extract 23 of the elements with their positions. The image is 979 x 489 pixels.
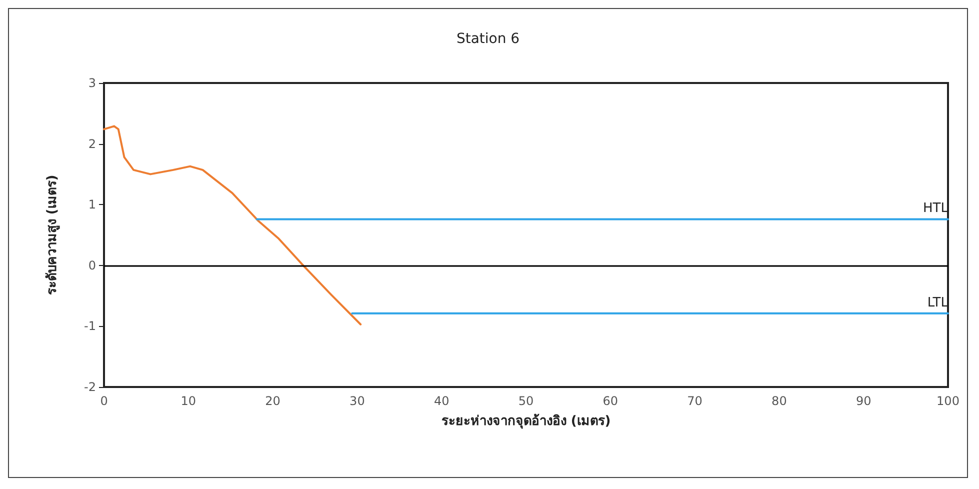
x-tick-label: 90 [856,394,872,408]
x-tick-label: 50 [518,394,534,408]
y-axis-title: ระดับความสูง (เมตร) [45,174,60,296]
series-label: LTL [927,295,949,310]
y-tick-label: 3 [88,76,96,90]
x-tick-label: 70 [687,394,702,408]
y-tick-label: 2 [88,136,96,151]
series-label: HTL [923,201,949,216]
y-tick-label: 0 [88,258,96,272]
x-tick-label: 80 [772,394,787,408]
x-tick-label: 0 [100,394,108,408]
y-tick-label: -2 [84,380,96,394]
x-axis-title: ระยะห่างจากจุดอ้างอิง (เมตร) [441,413,611,429]
x-tick-label: 100 [936,394,960,408]
x-tick-label: 40 [434,394,450,408]
x-tick-label: 20 [265,394,280,408]
x-tick-label: 10 [180,394,196,408]
y-tick-label: -1 [84,319,96,334]
line-series [103,125,362,326]
chart-title: Station 6 [456,31,520,47]
x-tick-label: 60 [602,394,618,408]
x-tick-label: 30 [350,394,365,408]
y-tick-label: 1 [88,198,96,212]
